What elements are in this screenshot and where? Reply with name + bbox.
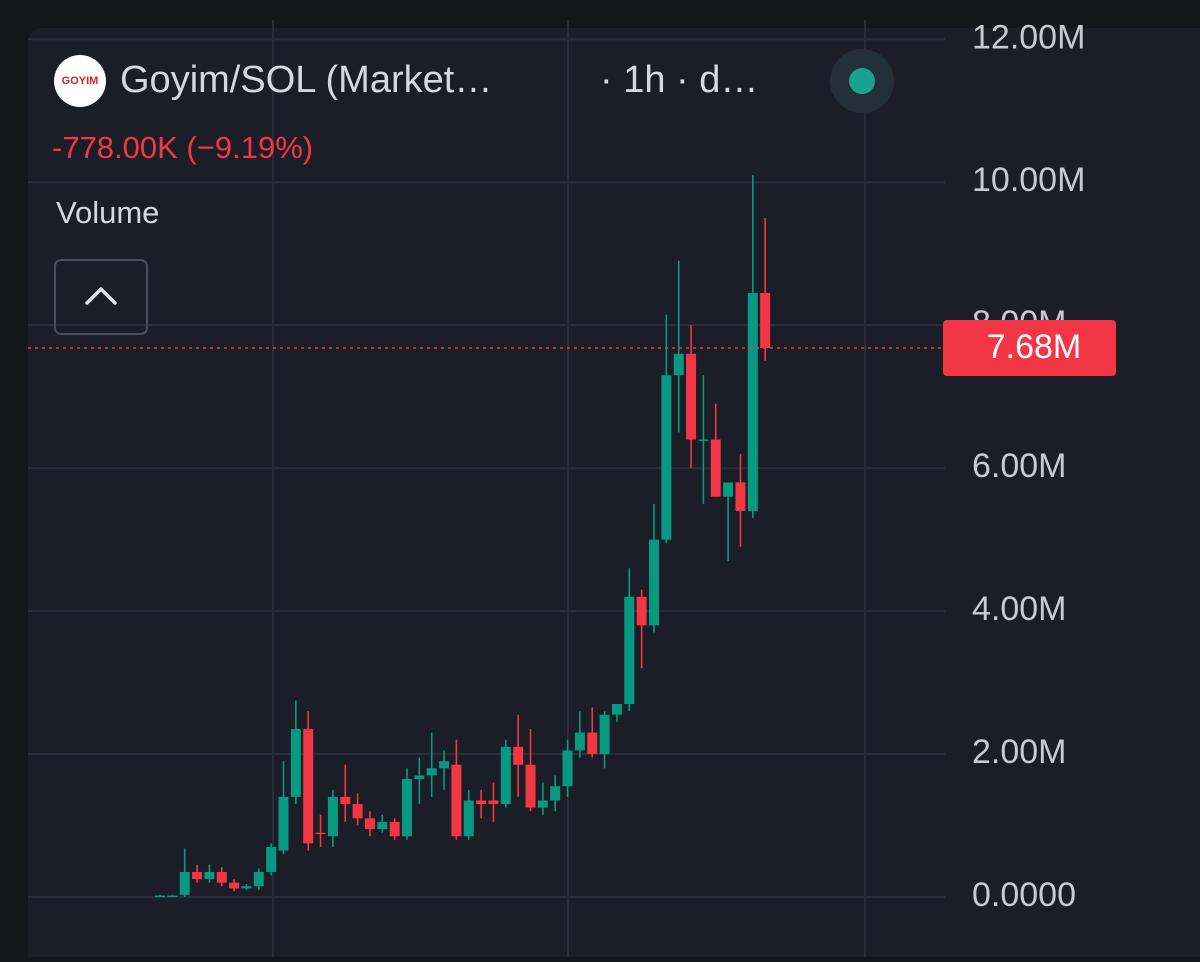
y-tick-label: 12.00M [972, 18, 1085, 56]
candle-body [636, 596, 647, 626]
price-axis: 0.00002.00M4.00M6.00M8.00M10.00M12.00M7.… [943, 18, 1116, 914]
candle-body [229, 882, 240, 889]
candle-body [599, 714, 610, 755]
candle-body [426, 768, 437, 776]
last-price-label: 7.68M [987, 328, 1082, 366]
last-price-badge [943, 320, 1116, 377]
candle-body [562, 750, 573, 787]
candle-body [278, 796, 289, 851]
candle-body [611, 703, 622, 715]
candle-body [723, 482, 734, 497]
candle-body [525, 764, 536, 808]
candle-body [352, 804, 363, 819]
candle-body [179, 871, 190, 895]
collapse-button-frame[interactable] [54, 259, 148, 335]
candle-body [204, 871, 215, 880]
candle-body [537, 800, 548, 808]
y-tick-label: 10.00M [972, 161, 1085, 199]
candle-body [451, 764, 462, 837]
logo [54, 55, 106, 107]
candle-body [241, 886, 252, 889]
candle-body [500, 746, 511, 805]
candle-body [402, 779, 412, 837]
candle-body [290, 729, 301, 797]
candle-body [698, 439, 709, 442]
candle-body [710, 439, 721, 497]
logo-text: GOYIM [62, 75, 99, 87]
candle-body [550, 786, 561, 801]
y-tick-label: 4.00M [972, 590, 1067, 628]
plot-area [28, 20, 945, 957]
y-tick-label: 0.0000 [972, 876, 1076, 914]
candle-body [574, 732, 585, 751]
candle-body [377, 821, 388, 830]
candle-body [587, 732, 598, 755]
chevron-icon[interactable] [85, 287, 117, 305]
candle-body [747, 293, 758, 512]
indicator-label: Volume [56, 195, 159, 230]
candle-body [624, 596, 635, 704]
candle-body [327, 796, 338, 837]
candle-body [439, 761, 450, 769]
candle-body [513, 746, 524, 765]
candle-body [488, 800, 499, 805]
candle-body [649, 539, 659, 626]
candle-body [155, 895, 165, 898]
candle-body [340, 796, 351, 805]
y-tick-label: 2.00M [972, 733, 1067, 771]
chart-panel [28, 28, 1200, 962]
candle-body [253, 871, 264, 887]
candle-body [735, 482, 746, 512]
candle-body [364, 818, 375, 830]
candle-body [266, 846, 277, 872]
candle-body [167, 895, 178, 898]
candle-body [216, 871, 227, 883]
candle-body [661, 375, 672, 540]
chart-subtitle: · 1h · d… [600, 59, 758, 101]
collapse-button[interactable] [54, 259, 148, 335]
y-tick-label: 6.00M [972, 447, 1067, 485]
price-change: -778.00K (−9.19%) [52, 130, 313, 165]
candle-body [673, 353, 684, 376]
candle-body [414, 775, 425, 780]
candle-body [389, 821, 400, 837]
candle-body [315, 832, 326, 835]
status-dot [849, 68, 875, 94]
candle-body [303, 729, 314, 844]
candle-body [686, 353, 697, 440]
candle-body [463, 800, 474, 837]
candle-body [192, 871, 203, 880]
candle-body [760, 293, 771, 349]
chart-title: Goyim/SOL (Market… [120, 59, 492, 101]
candle-body [476, 800, 487, 805]
